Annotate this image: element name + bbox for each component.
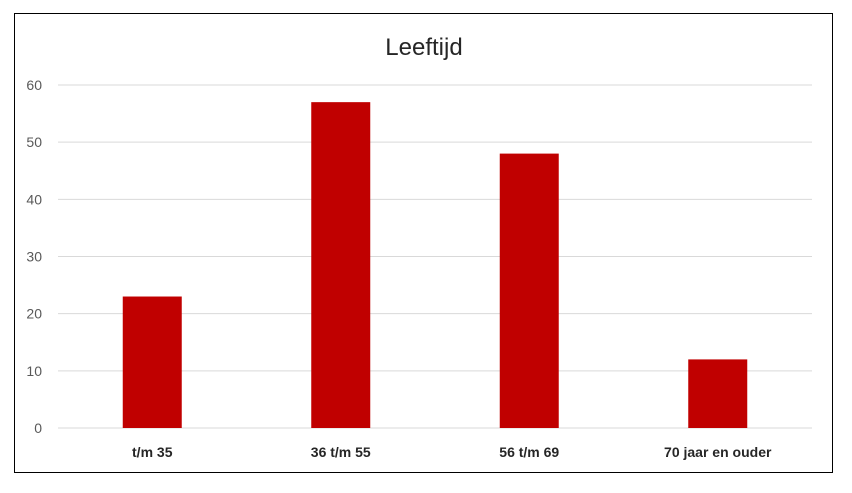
bars: [122, 102, 748, 429]
x-tick-label: 36 t/m 55: [311, 444, 371, 460]
gridlines: [58, 84, 812, 429]
y-tick-label: 20: [26, 306, 42, 322]
x-axis-ticks: t/m 35 36 t/m 55 56 t/m 69 70 jaar en ouder: [132, 444, 772, 460]
y-tick-label: 30: [26, 249, 42, 265]
y-tick-label: 10: [26, 363, 42, 379]
y-tick-label: 0: [34, 420, 42, 436]
bar: [311, 102, 371, 429]
x-tick-label: 70 jaar en ouder: [664, 444, 772, 460]
bar: [499, 153, 559, 428]
y-tick-label: 40: [26, 191, 42, 207]
x-tick-label: t/m 35: [132, 444, 173, 460]
y-tick-label: 60: [26, 77, 42, 93]
y-tick-label: 50: [26, 134, 42, 150]
bar: [688, 359, 748, 428]
y-axis-ticks: 0 10 20 30 40 50 60: [26, 77, 42, 436]
x-tick-label: 56 t/m 69: [499, 444, 559, 460]
chart-title: Leeftijd: [385, 34, 462, 61]
bar: [122, 296, 182, 428]
